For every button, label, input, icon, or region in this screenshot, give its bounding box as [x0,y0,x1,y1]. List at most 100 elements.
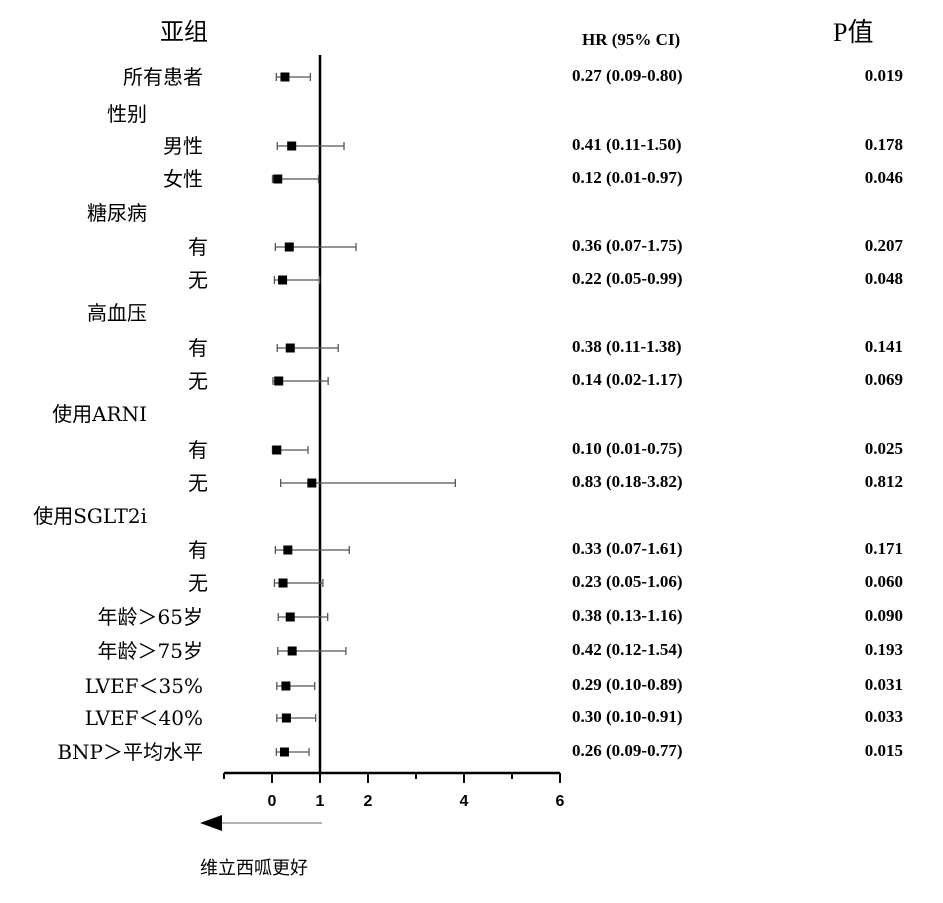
subgroup-label: 有 [188,336,208,360]
hr-ci-value: 0.38 (0.11-1.38) [572,337,682,356]
forest-row: 女性 0.12 (0.01-0.97) 0.046 [163,167,903,191]
x-tick-label: 0 [268,793,277,810]
subgroup-label: 所有患者 [123,65,203,89]
p-value: 0.193 [865,640,903,659]
hr-ci-value: 0.41 (0.11-1.50) [572,135,682,154]
hr-point [278,578,288,588]
hr-point [307,478,317,488]
p-value: 0.015 [865,741,903,760]
hr-ci-value: 0.30 (0.10-0.91) [572,707,682,726]
hr-ci-value: 0.23 (0.05-1.06) [572,572,682,591]
hr-point [274,376,284,386]
hr-point [280,72,290,82]
subgroup-label: 有 [188,438,208,462]
hr-point [273,174,283,184]
subgroup-header: 亚组 [160,18,208,46]
subgroup-label: LVEF＜40% [85,706,203,730]
forest-row: 无 0.23 (0.05-1.06) 0.060 [188,571,903,595]
subgroup-label: 年龄＞75岁 [98,639,203,663]
p-value: 0.046 [865,168,903,187]
p-value: 0.207 [865,236,904,255]
p-value: 0.178 [865,135,903,154]
x-tick-label: 4 [460,793,469,810]
hr-point [281,713,291,723]
forest-row: 无 0.22 (0.05-0.99) 0.048 [188,268,903,292]
forest-row: 男性 0.41 (0.11-1.50) 0.178 [163,134,903,158]
forest-row: 性别 [107,102,147,126]
x-tick-label: 2 [364,793,373,810]
forest-row: 无 0.83 (0.18-3.82) 0.812 [188,471,903,495]
x-tick-label: 6 [556,793,565,810]
hr-point [287,646,297,656]
hr-point [287,141,297,151]
hr-ci-value: 0.10 (0.01-0.75) [572,439,682,458]
subgroup-label: 糖尿病 [87,201,147,225]
subgroup-label: LVEF＜35% [85,674,203,698]
forest-row: 使用SGLT2i [33,504,147,528]
hr-ci-value: 0.29 (0.10-0.89) [572,675,682,694]
forest-row: 有 0.38 (0.11-1.38) 0.141 [188,336,903,360]
subgroup-label: 使用SGLT2i [33,504,147,528]
hr-header: HR (95% CI) [582,30,680,49]
forest-row: 高血压 [87,301,147,325]
hr-point [278,275,288,285]
p-value: 0.033 [865,707,903,726]
forest-row: LVEF＜40% 0.30 (0.10-0.91) 0.033 [85,706,903,730]
subgroup-label: 高血压 [87,301,147,325]
p-value: 0.069 [865,370,903,389]
forest-row: 使用ARNI [52,402,147,426]
forest-row: 无 0.14 (0.02-1.17) 0.069 [188,369,903,393]
hr-ci-value: 0.83 (0.18-3.82) [572,472,682,491]
subgroup-label: 无 [188,471,208,495]
forest-row: 所有患者 0.27 (0.09-0.80) 0.019 [123,65,903,89]
subgroup-label: 年龄＞65岁 [98,605,203,629]
hr-point [285,612,295,622]
subgroup-label: 无 [188,369,208,393]
hr-ci-value: 0.27 (0.09-0.80) [572,66,682,85]
p-value: 0.060 [865,572,903,591]
hr-ci-value: 0.22 (0.05-0.99) [572,269,682,288]
subgroup-label: 女性 [163,167,203,191]
forest-row: LVEF＜35% 0.29 (0.10-0.89) 0.031 [85,674,903,698]
axis-layer: 0 1 2 4 6 [223,55,565,810]
hr-ci-value: 0.14 (0.02-1.17) [572,370,682,389]
hr-ci-value: 0.42 (0.12-1.54) [572,640,682,659]
subgroup-label: 无 [188,571,208,595]
favor-arrow-head [200,815,222,831]
subgroup-label: 有 [188,235,208,259]
hr-ci-value: 0.26 (0.09-0.77) [572,741,682,760]
p-value: 0.031 [865,675,903,694]
favor-arrow [200,815,322,831]
hr-ci-value: 0.12 (0.01-0.97) [572,168,682,187]
p-header: P值 [833,18,873,47]
forest-row: 糖尿病 [87,201,147,225]
p-value: 0.090 [865,606,903,625]
forest-row: 年龄＞65岁 0.38 (0.13-1.16) 0.090 [98,605,903,629]
p-value: 0.171 [865,539,903,558]
hr-point [284,242,294,252]
favor-label: 维立西呱更好 [200,858,308,879]
p-value: 0.025 [865,439,903,458]
p-value: 0.141 [865,337,903,356]
forest-row: 有 0.33 (0.07-1.61) 0.171 [188,538,903,562]
forest-row: BNP＞平均水平 0.26 (0.09-0.77) 0.015 [57,740,903,764]
subgroup-label: 男性 [163,134,203,158]
subgroup-label: 有 [188,538,208,562]
hr-point [283,545,293,555]
p-value: 0.048 [865,269,903,288]
subgroup-label: 使用ARNI [52,402,147,426]
hr-point [285,343,295,353]
forest-row: 有 0.36 (0.07-1.75) 0.207 [188,235,904,259]
hr-ci-value: 0.33 (0.07-1.61) [572,539,682,558]
p-value: 0.019 [865,66,903,85]
subgroup-label: BNP＞平均水平 [57,740,203,764]
hr-ci-value: 0.38 (0.13-1.16) [572,606,682,625]
hr-point [279,747,289,757]
forest-row: 年龄＞75岁 0.42 (0.12-1.54) 0.193 [98,639,903,663]
subgroup-label: 性别 [107,102,147,126]
subgroup-label: 无 [188,268,208,292]
x-tick-label: 1 [316,793,325,810]
